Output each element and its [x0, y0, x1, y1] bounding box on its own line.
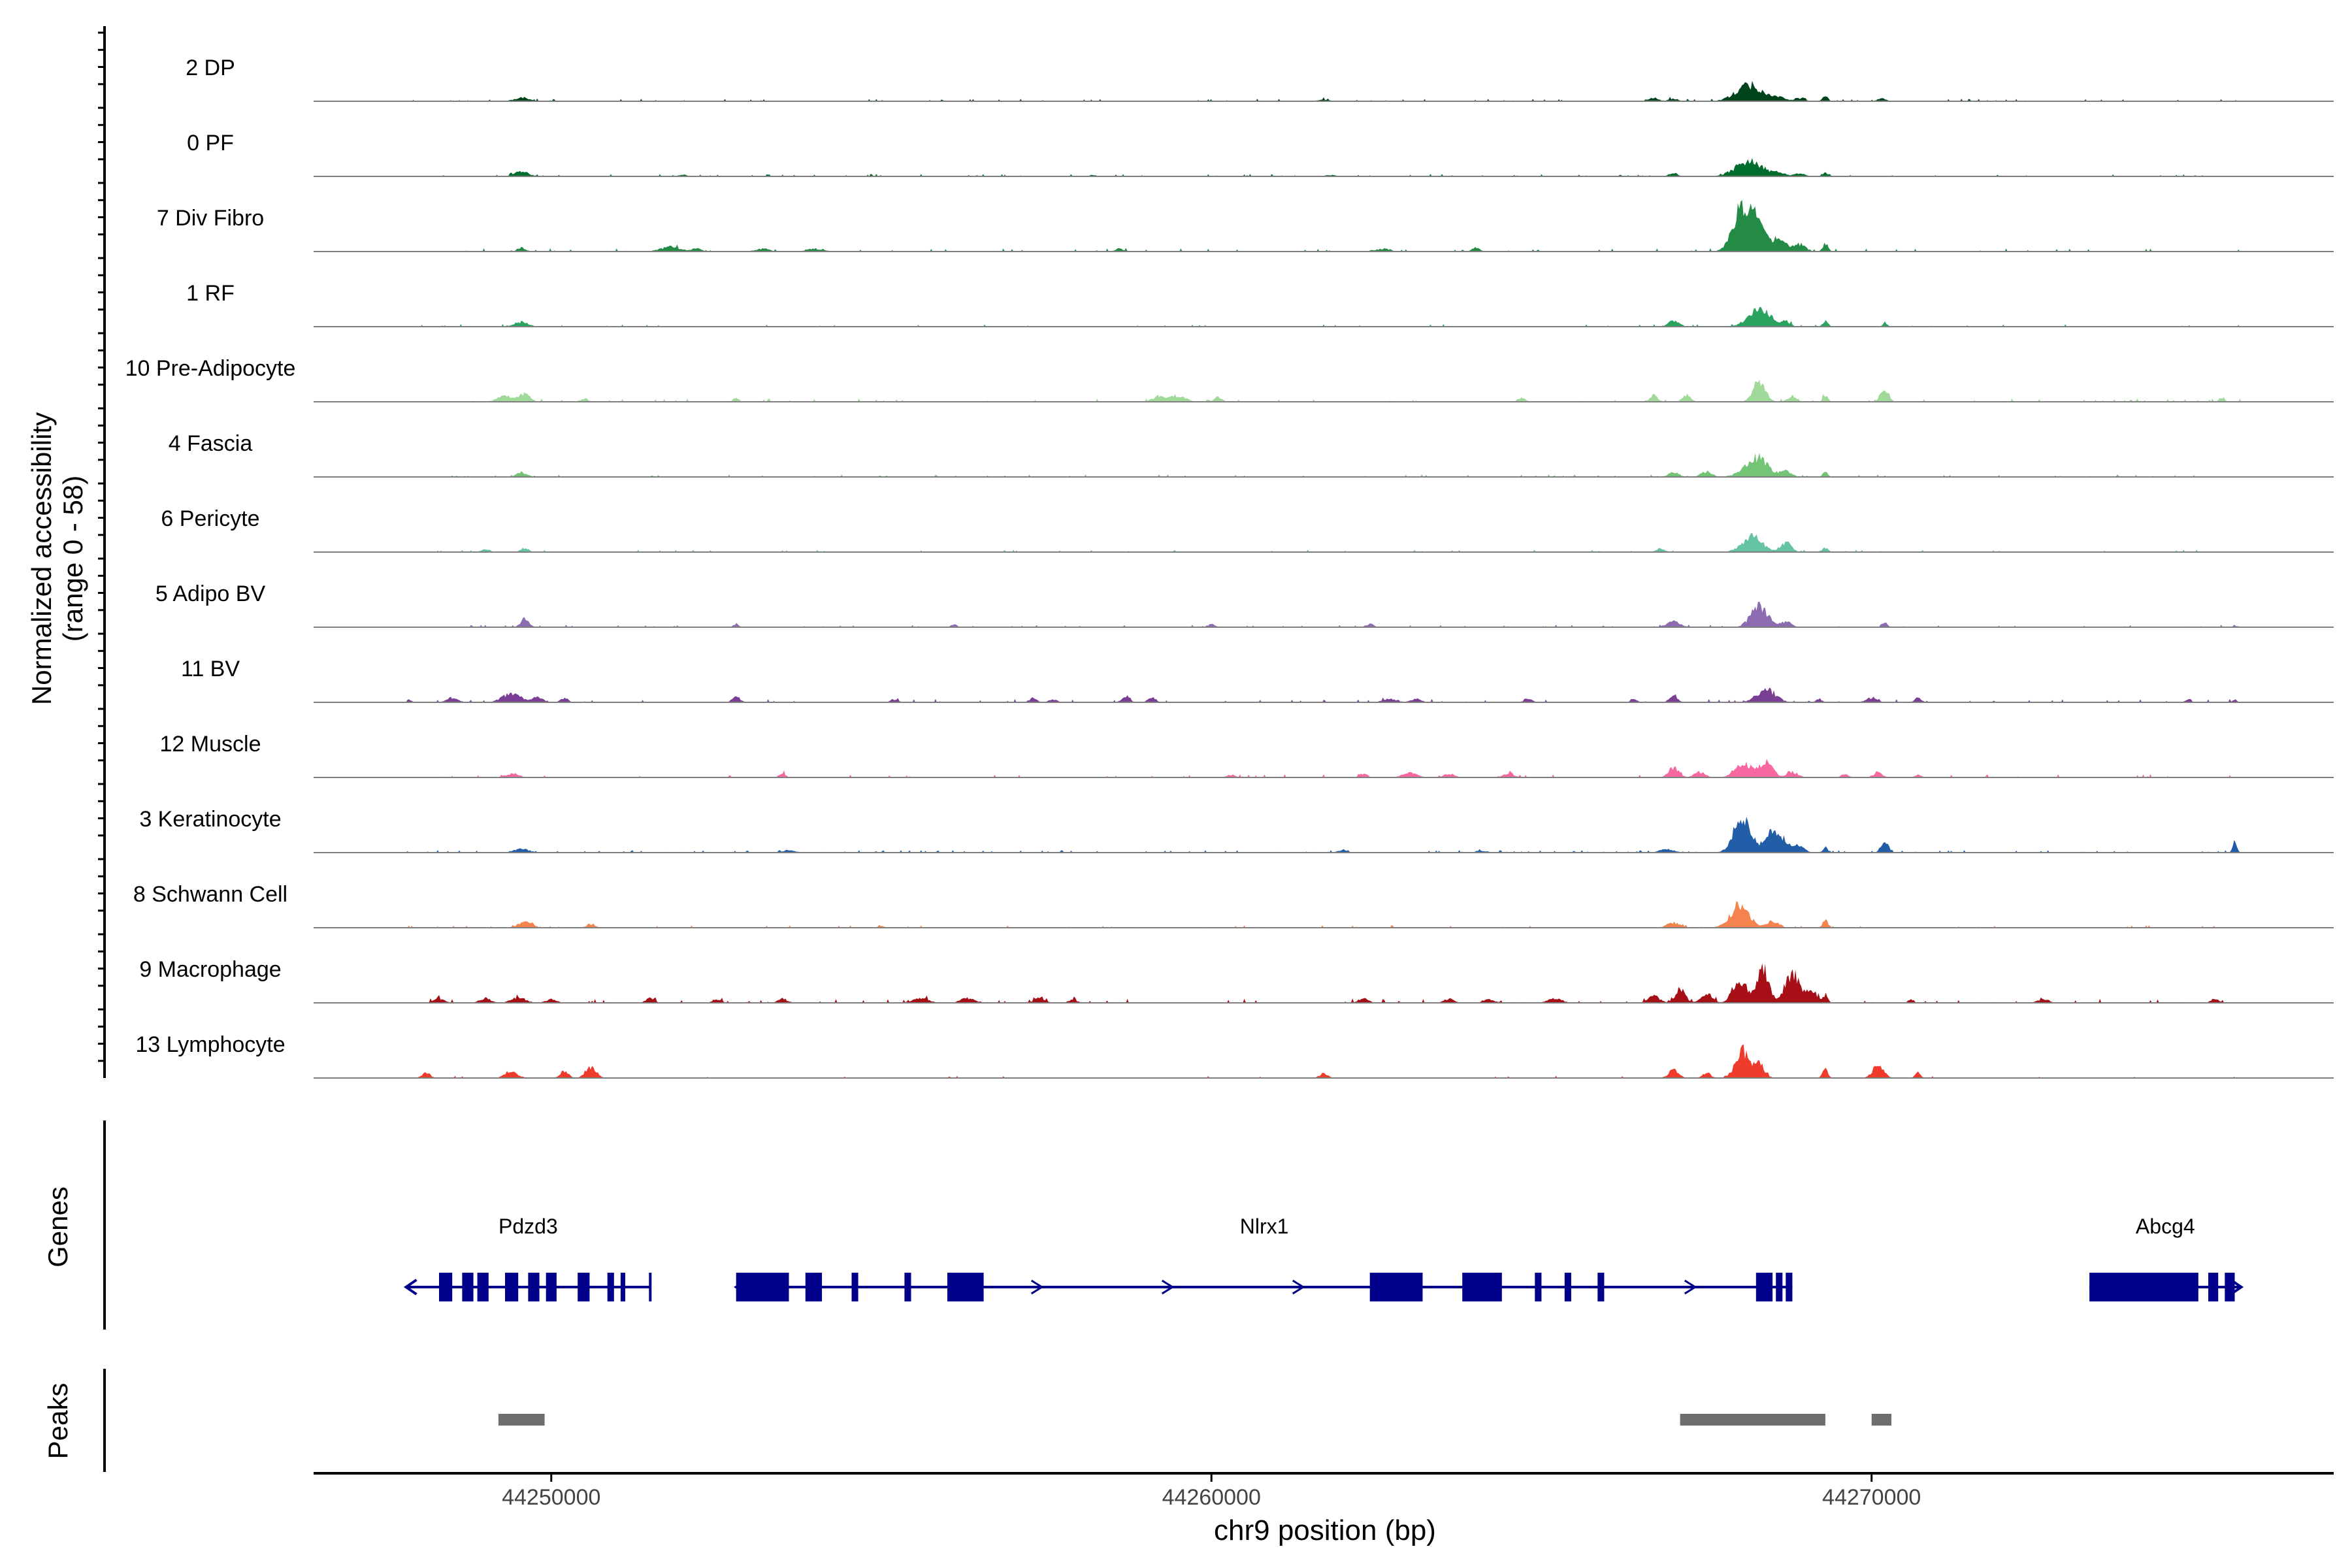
track-label: 5 Adipo BV	[155, 581, 266, 606]
coverage-area	[314, 759, 2334, 777]
coverage-area	[314, 532, 2334, 552]
coverage-area	[314, 453, 2334, 477]
strand-chevron	[1292, 1279, 1305, 1295]
exon	[578, 1273, 590, 1301]
coverage-area	[314, 963, 2334, 1003]
exon	[904, 1273, 911, 1301]
exon	[528, 1273, 540, 1301]
peak-region	[1680, 1414, 1825, 1426]
exon	[462, 1273, 474, 1301]
exon	[649, 1273, 652, 1301]
exon	[505, 1273, 519, 1301]
exon	[1597, 1273, 1605, 1301]
gene-label: Pdzd3	[498, 1215, 558, 1238]
x-axis-label: chr9 position (bp)	[1214, 1514, 1436, 1546]
coverage-area	[314, 1044, 2334, 1078]
exon	[2208, 1273, 2219, 1301]
x-axis-ticks: 44250000 44260000 44270000	[502, 1473, 1921, 1510]
exon	[477, 1273, 489, 1301]
track-label: 1 RF	[186, 281, 235, 306]
track-label: 3 Keratinocyte	[139, 807, 281, 832]
strand-chevron	[1161, 1279, 1175, 1295]
strand-chevron	[1030, 1279, 1044, 1295]
peaks-track	[498, 1414, 1891, 1426]
exon	[1535, 1273, 1542, 1301]
peak-region	[1871, 1414, 1891, 1426]
strand-arrow	[403, 1279, 417, 1296]
coverage-area	[314, 200, 2334, 252]
track-label: 7 Div Fibro	[157, 206, 264, 231]
peak-region	[498, 1414, 545, 1426]
coverage-area	[314, 306, 2334, 327]
gene-label: Nlrx1	[1240, 1215, 1289, 1238]
x-tick-label: 44250000	[502, 1485, 600, 1510]
exon	[851, 1273, 858, 1301]
track-label: 6 Pericyte	[161, 506, 259, 531]
exon	[2225, 1273, 2235, 1301]
track-label: 9 Macrophage	[139, 957, 281, 982]
exon	[805, 1273, 823, 1301]
exon	[1756, 1273, 1773, 1301]
track-label: 11 BV	[181, 657, 240, 681]
track-label: 10 Pre-Adipocyte	[125, 356, 296, 381]
gene-label: Abcg4	[2136, 1215, 2195, 1238]
coverage-area	[314, 687, 2334, 702]
exon	[2089, 1273, 2198, 1301]
exon	[947, 1273, 984, 1301]
exon	[736, 1273, 789, 1301]
coverage-area	[314, 602, 2334, 627]
exon	[1564, 1273, 1571, 1301]
exon	[546, 1273, 557, 1301]
exon	[1776, 1273, 1783, 1301]
coverage-area	[314, 80, 2334, 101]
coverage-y-axis	[98, 26, 106, 1078]
track-label: 0 PF	[187, 131, 234, 155]
exon	[439, 1273, 453, 1301]
coverage-area	[314, 157, 2334, 176]
exon	[1462, 1273, 1502, 1301]
exon	[607, 1273, 614, 1301]
track-label: 12 Muscle	[160, 732, 261, 757]
peaks-panel-label: Peaks	[42, 1383, 73, 1460]
track-label: 13 Lymphocyte	[135, 1032, 285, 1057]
strand-chevron	[1684, 1279, 1697, 1295]
exon	[620, 1273, 625, 1301]
x-tick-label: 44270000	[1822, 1485, 1921, 1510]
track-label: 4 Fascia	[169, 431, 253, 456]
coverage-area	[314, 901, 2334, 928]
x-tick-label: 44260000	[1162, 1485, 1261, 1510]
gene-annotation-track: Pdzd3 Nlrx1 Abcg4	[403, 1215, 2244, 1301]
coverage-area	[314, 817, 2334, 853]
exon	[1369, 1273, 1423, 1301]
track-label: 2 DP	[186, 56, 235, 80]
genes-panel-label: Genes	[42, 1186, 73, 1267]
y-axis-label-line2: (range 0 - 58)	[57, 476, 88, 642]
coverage-area	[314, 380, 2334, 402]
exon	[1786, 1273, 1793, 1301]
track-labels: 2 DP 0 PF 7 Div Fibro 1 RF 10 Pre-Adipocyte 4…	[125, 56, 296, 1057]
coverage-tracks	[314, 80, 2334, 1079]
y-axis-label-line1: Normalized accessibility	[26, 412, 57, 705]
track-label: 8 Schwann Cell	[133, 882, 287, 907]
